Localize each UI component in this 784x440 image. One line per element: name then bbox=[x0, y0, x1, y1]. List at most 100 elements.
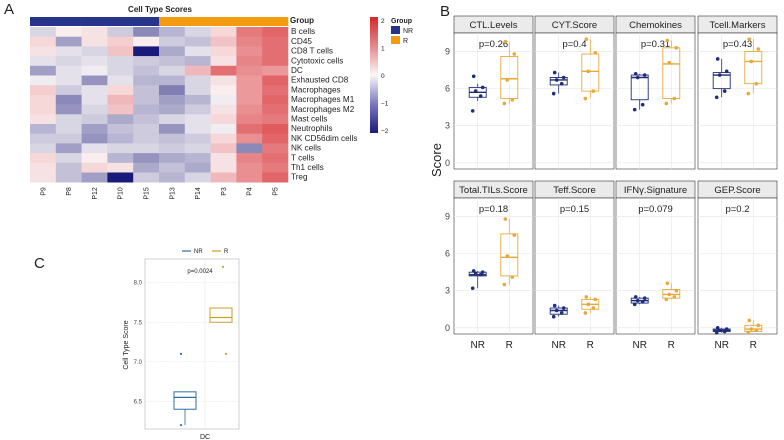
heatmap-cell bbox=[159, 143, 186, 154]
heatmap-cell bbox=[55, 85, 82, 96]
heatmap-cell bbox=[184, 172, 211, 183]
heatmap-cell bbox=[133, 162, 160, 173]
heatmap-cell bbox=[55, 104, 82, 115]
heatmap-column-labels: P9 P8 P12 P10 P15 P13 P14 P3 P4 P5 bbox=[40, 187, 279, 200]
heatmap-cell bbox=[30, 94, 57, 105]
heatmap-cell bbox=[159, 85, 186, 96]
data-point bbox=[561, 306, 566, 310]
heatmap-cell bbox=[107, 162, 134, 173]
facet-panel bbox=[697, 197, 778, 335]
heatmap-cell bbox=[81, 104, 108, 115]
dc-data-point bbox=[221, 265, 225, 269]
dc-gridlines: 6.5 7.0 7.5 8.0 bbox=[134, 259, 239, 429]
heatmap-cell bbox=[55, 114, 82, 125]
heatmap-cell bbox=[184, 133, 211, 144]
dc-p-value: p=0.0024 bbox=[187, 269, 213, 275]
heatmap-cell bbox=[236, 46, 263, 57]
y-tick-label: 9 bbox=[445, 212, 450, 222]
heatmap-cell bbox=[210, 172, 237, 183]
data-point bbox=[664, 297, 669, 302]
heatmap-cell bbox=[236, 36, 263, 47]
data-point bbox=[551, 314, 556, 319]
heatmap-cell bbox=[236, 133, 263, 144]
group-legend-nr-label: NR bbox=[403, 28, 413, 35]
heatmap-cell bbox=[133, 27, 160, 37]
heatmap-cell bbox=[133, 114, 160, 125]
data-point bbox=[554, 308, 559, 313]
data-point bbox=[471, 74, 476, 79]
dc-legend-r-label: R bbox=[224, 249, 229, 255]
heatmap-cell bbox=[81, 133, 108, 144]
data-point bbox=[722, 89, 727, 93]
y-tick-label: 9 bbox=[445, 47, 450, 57]
data-point bbox=[503, 217, 508, 221]
heatmap-cell bbox=[210, 85, 237, 96]
facet-p-value: p=0.079 bbox=[638, 204, 673, 215]
heatmap-cell bbox=[159, 56, 186, 67]
data-point bbox=[503, 39, 508, 44]
data-point bbox=[502, 101, 507, 106]
heatmap-cell bbox=[184, 36, 211, 47]
x-tick-label: NR bbox=[551, 340, 565, 351]
heatmap-cell bbox=[55, 36, 82, 47]
heatmap-cell bbox=[262, 27, 289, 37]
heatmap-cell bbox=[236, 104, 263, 115]
x-tick-label: NR bbox=[714, 340, 728, 351]
data-point bbox=[746, 91, 751, 96]
heatmap-cell bbox=[30, 153, 57, 164]
group-legend-title: Group bbox=[391, 18, 412, 25]
heatmap-cell bbox=[184, 75, 211, 86]
heatmap-row-label: Exhausted CD8 bbox=[291, 76, 349, 85]
group-cell-p5 bbox=[262, 17, 289, 26]
facet-gep-score: GEP.Score p=0.2 NR R bbox=[697, 180, 778, 351]
heatmap-row-label: Macrophages bbox=[291, 85, 341, 94]
heatmap-cell bbox=[236, 27, 263, 37]
data-point bbox=[502, 282, 507, 287]
score-axis-title: Score bbox=[429, 143, 444, 177]
heatmap-row-label: Neutrophils bbox=[291, 124, 332, 133]
dc-data-point bbox=[224, 352, 228, 355]
data-point bbox=[591, 306, 596, 310]
data-point bbox=[714, 330, 719, 335]
data-point bbox=[717, 73, 722, 77]
box-facets: CTL.Levelsp=0.260369CYT.Scorep=0.4Chemok… bbox=[445, 15, 778, 351]
data-point bbox=[583, 96, 588, 101]
heatmap-cell bbox=[210, 153, 237, 164]
heatmap-cell bbox=[30, 124, 57, 134]
group-legend-r-swatch bbox=[391, 36, 400, 44]
facet-title: Total.TILs.Score bbox=[459, 185, 528, 196]
data-point bbox=[480, 270, 485, 274]
heatmap-cell bbox=[81, 153, 108, 164]
heatmap-cell bbox=[184, 104, 211, 115]
data-point bbox=[591, 89, 596, 93]
data-point bbox=[672, 295, 677, 299]
facet-ctl-levels: CTL.Levels p=0.26 0 3 6 9 bbox=[445, 15, 534, 170]
facet-panel bbox=[615, 197, 696, 335]
box bbox=[744, 51, 763, 85]
facet-tcell-markers: Tcell.Markers p=0.43 bbox=[697, 15, 778, 170]
data-point bbox=[756, 323, 761, 328]
heatmap-cell bbox=[210, 56, 237, 67]
data-point bbox=[715, 57, 720, 61]
x-tick-label: NR bbox=[632, 340, 646, 351]
data-point bbox=[584, 295, 589, 299]
heatmap-cell bbox=[107, 46, 134, 57]
heatmap-cell bbox=[107, 85, 134, 96]
heatmap-column-label: P15 bbox=[144, 187, 151, 200]
heatmap-cell bbox=[55, 94, 82, 105]
heatmap-cell bbox=[30, 133, 57, 144]
heatmap-title: Cell Type Scores bbox=[128, 5, 192, 14]
data-point bbox=[471, 269, 476, 273]
data-point bbox=[665, 281, 670, 286]
heatmap-cell bbox=[107, 143, 134, 154]
heatmap-cell bbox=[184, 114, 211, 125]
heatmap-cell bbox=[210, 124, 237, 134]
data-point bbox=[551, 91, 556, 96]
heatmap-cell bbox=[159, 172, 186, 183]
group-legend-r-label: R bbox=[403, 38, 408, 45]
heatmap-row-label: T cells bbox=[291, 153, 315, 162]
heatmap-cell bbox=[30, 162, 57, 173]
x-tick-label: NR bbox=[470, 340, 484, 351]
heatmap-cell bbox=[107, 94, 134, 105]
heatmap-cell bbox=[262, 85, 289, 96]
